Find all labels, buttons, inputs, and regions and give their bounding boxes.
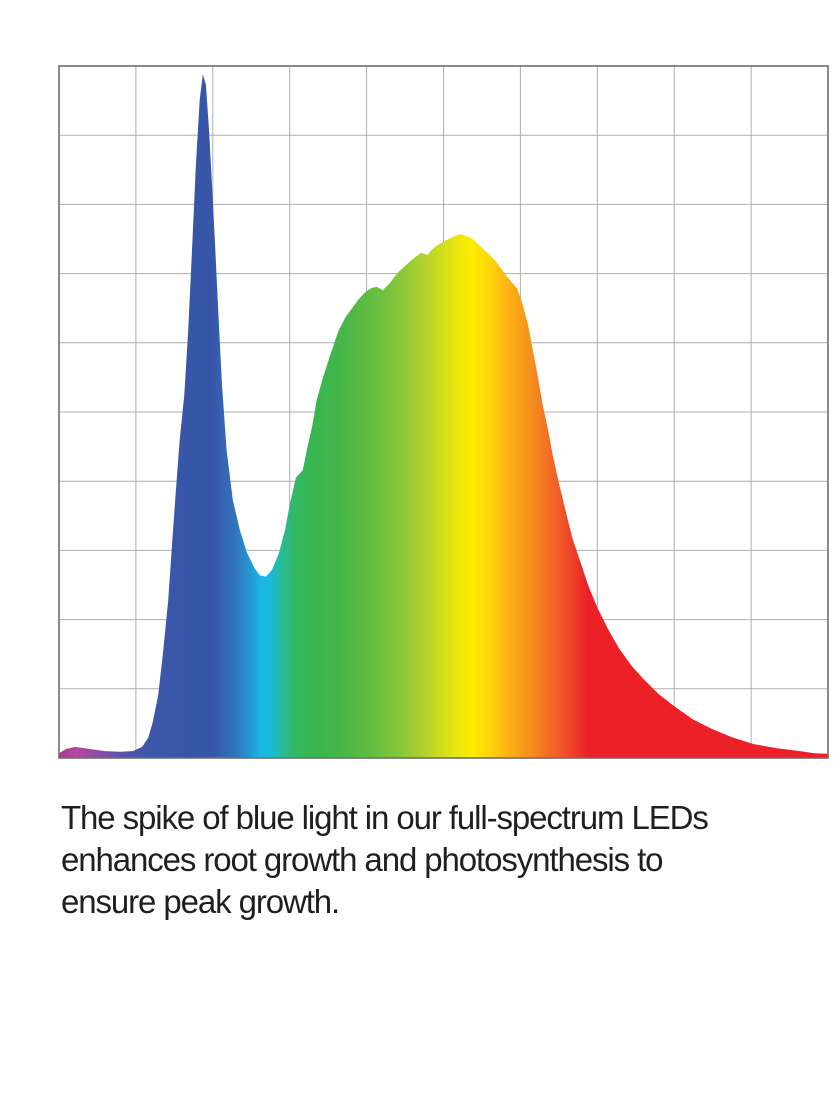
caption-line-1: The spike of blue light in our full-spec… bbox=[61, 799, 709, 836]
spectrum-area bbox=[59, 74, 828, 759]
caption: The spike of blue light in our full-spec… bbox=[61, 797, 821, 923]
caption-line-3: ensure peak growth. bbox=[61, 883, 340, 920]
spectrum-chart bbox=[58, 65, 829, 759]
caption-line-2: enhances root growth and photosynthesis … bbox=[61, 841, 664, 878]
chart-border bbox=[58, 65, 829, 759]
spectrum-chart-canvas bbox=[58, 65, 829, 759]
